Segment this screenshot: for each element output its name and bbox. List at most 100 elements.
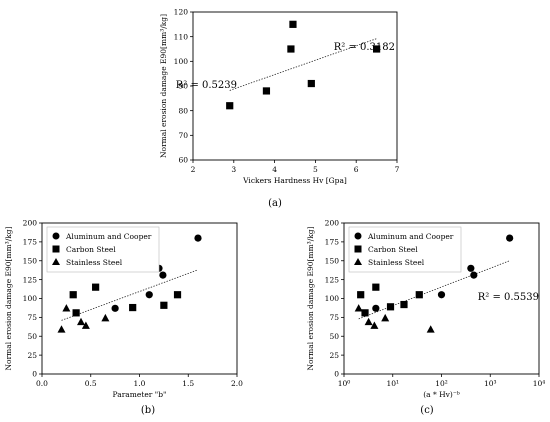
data-point-square bbox=[129, 303, 137, 312]
x-tick-label: 10² bbox=[435, 379, 448, 388]
y-tick-label: 125 bbox=[23, 275, 38, 284]
y-tick-label: 125 bbox=[325, 275, 340, 284]
data-point-square bbox=[415, 291, 423, 299]
data-point-square bbox=[386, 303, 395, 311]
data-point-square bbox=[226, 102, 234, 110]
panel-caption: (c) bbox=[420, 405, 434, 416]
legend-marker-square bbox=[354, 245, 362, 253]
y-tick-label: 150 bbox=[23, 256, 38, 265]
data-point-circle bbox=[467, 264, 475, 272]
y-tick-label: 175 bbox=[23, 238, 38, 247]
data-point-square bbox=[287, 45, 295, 53]
legend-label: Carbon Steel bbox=[368, 245, 418, 254]
x-tick-label: 4 bbox=[272, 165, 277, 174]
data-point-square bbox=[262, 87, 271, 95]
data-point-triangle bbox=[426, 325, 435, 333]
x-tick-label: 10³ bbox=[484, 379, 497, 388]
panel-caption: (b) bbox=[141, 405, 155, 416]
r-squared-annotation: R² = 0.5539 bbox=[478, 292, 539, 303]
y-tick-label: 75 bbox=[27, 313, 37, 322]
x-tick-label: 10¹ bbox=[386, 379, 399, 388]
y-tick-label: 200 bbox=[23, 219, 38, 228]
y-tick-label: 100 bbox=[174, 57, 189, 66]
data-point-triangle bbox=[62, 304, 71, 312]
y-axis-label: Normal erosion damage E90[mm³/kg] bbox=[159, 14, 168, 158]
y-tick-label: 100 bbox=[325, 294, 340, 303]
data-point-circle bbox=[111, 304, 119, 312]
data-point-square bbox=[400, 300, 408, 309]
panel-caption: (a) bbox=[268, 198, 282, 209]
data-point-square bbox=[160, 301, 168, 309]
data-point-square bbox=[372, 283, 380, 291]
data-point-triangle bbox=[354, 304, 363, 312]
data-point-circle bbox=[470, 271, 478, 279]
y-tick-label: 80 bbox=[178, 106, 188, 115]
x-tick-label: 1.0 bbox=[134, 379, 146, 388]
legend-label: Stainless Steel bbox=[368, 258, 425, 267]
y-tick-label: 100 bbox=[23, 294, 38, 303]
data-point-triangle bbox=[57, 325, 66, 333]
data-point-square bbox=[92, 283, 100, 291]
x-tick-label: 0.0 bbox=[36, 379, 48, 388]
data-point-circle bbox=[506, 234, 514, 242]
trendline bbox=[61, 269, 199, 321]
x-tick-label: 1.5 bbox=[182, 379, 194, 388]
chart-panel-1: 0.0 0.5 1.0 1.5 2.0 0 25 50 75 100 125 150 175 200 Par… bbox=[4, 80, 243, 416]
data-point-square bbox=[72, 309, 80, 317]
legend-marker-circle bbox=[354, 232, 362, 240]
x-axis-label: (a * Hv)⁻ᵇ bbox=[423, 390, 460, 399]
data-point-triangle bbox=[81, 321, 90, 329]
y-axis-label: Normal erosion damage E90[mm³/kg] bbox=[306, 226, 315, 370]
y-tick-label: 200 bbox=[325, 219, 340, 228]
x-tick-label: 3 bbox=[231, 165, 236, 174]
x-tick-label: 0.5 bbox=[85, 379, 97, 388]
y-tick-label: 50 bbox=[27, 332, 37, 341]
x-tick-label: 10⁴ bbox=[533, 379, 546, 388]
data-point-triangle bbox=[381, 313, 390, 322]
legend-marker-triangle bbox=[354, 258, 362, 265]
legend-marker-triangle bbox=[52, 258, 60, 265]
data-point-circle bbox=[159, 271, 167, 279]
y-tick-label: 60 bbox=[178, 156, 188, 165]
data-point-triangle bbox=[364, 317, 373, 326]
data-point-circle bbox=[437, 291, 446, 299]
data-point-square bbox=[289, 20, 297, 28]
y-tick-label: 150 bbox=[325, 256, 340, 265]
data-point-square bbox=[69, 291, 77, 299]
x-axis-label: Vickers Hardness Hv [Gpa] bbox=[242, 176, 347, 185]
data-point-triangle bbox=[101, 313, 110, 322]
legend-label: Aluminum and Cooper bbox=[65, 232, 152, 241]
y-tick-label: 0 bbox=[32, 370, 37, 379]
data-point-triangle bbox=[77, 317, 85, 326]
y-tick-label: 90 bbox=[178, 82, 188, 91]
data-point-circle bbox=[372, 304, 380, 312]
legend-box bbox=[46, 226, 160, 273]
legend-label: Carbon Steel bbox=[66, 245, 116, 254]
data-point-square bbox=[361, 309, 369, 317]
y-axis-label: Normal erosion damage E90[mm³/kg] bbox=[4, 226, 13, 370]
x-tick-label: 5 bbox=[313, 165, 318, 174]
legend-marker-square bbox=[52, 245, 60, 253]
trendline bbox=[229, 38, 377, 91]
x-tick-label: 7 bbox=[395, 165, 400, 174]
data-point-circle bbox=[194, 234, 202, 242]
y-tick-label: 120 bbox=[174, 8, 189, 17]
data-point-square bbox=[357, 291, 365, 299]
x-tick-label: 2.0 bbox=[231, 379, 243, 388]
y-tick-label: 0 bbox=[334, 370, 339, 379]
y-tick-label: 75 bbox=[329, 313, 339, 322]
data-point-square bbox=[173, 291, 182, 299]
data-point-square bbox=[373, 45, 381, 53]
r-squared-annotation: R² = 0.3182 bbox=[334, 42, 395, 53]
x-axis-label: Parameter "b" bbox=[113, 390, 167, 399]
chart-panel-0: 2 3 4 5 6 7 60 70 80 90 100 110 120 Vickers Hardness … bbox=[159, 8, 400, 209]
x-tick-label: 6 bbox=[354, 165, 359, 174]
y-tick-label: 70 bbox=[178, 131, 188, 140]
legend-marker-circle bbox=[52, 232, 60, 240]
r-squared-annotation: R² = 0.5239 bbox=[176, 80, 237, 91]
y-tick-label: 25 bbox=[27, 351, 37, 360]
y-tick-label: 25 bbox=[329, 351, 339, 360]
data-point-triangle bbox=[370, 321, 379, 329]
legend-box bbox=[348, 226, 462, 273]
